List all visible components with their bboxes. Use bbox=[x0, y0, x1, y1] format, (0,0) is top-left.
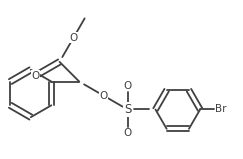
Text: Br: Br bbox=[216, 104, 227, 114]
Text: S: S bbox=[124, 103, 131, 116]
Text: O: O bbox=[123, 128, 132, 138]
Text: O: O bbox=[31, 71, 40, 81]
Text: O: O bbox=[99, 90, 108, 100]
Text: O: O bbox=[123, 81, 132, 91]
Text: O: O bbox=[69, 33, 78, 43]
